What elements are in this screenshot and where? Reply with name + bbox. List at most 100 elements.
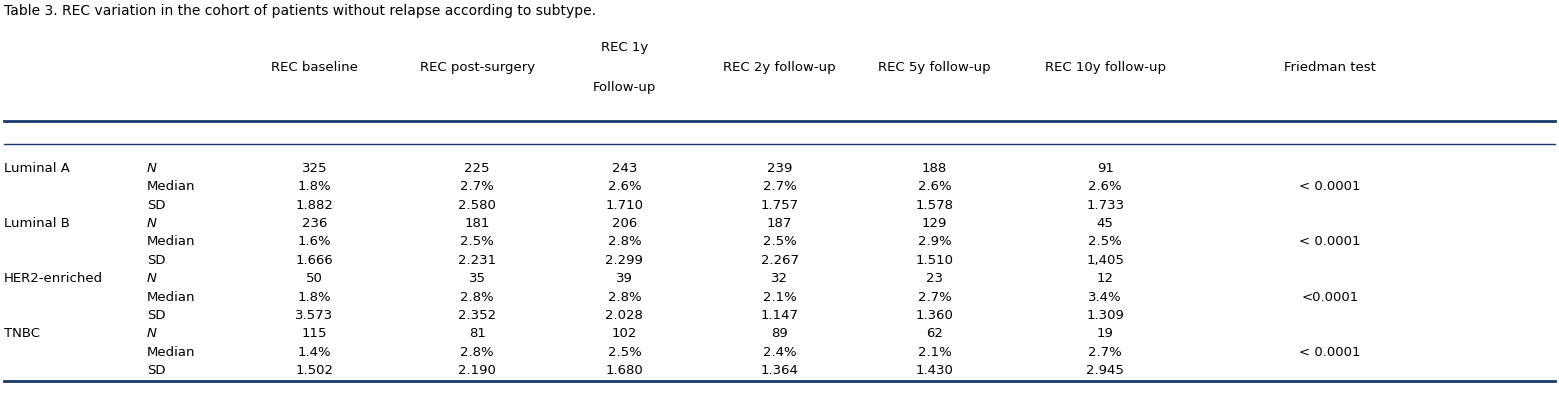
Text: 35: 35 [469, 272, 485, 285]
Text: 2.7%: 2.7% [918, 291, 951, 304]
Text: 239: 239 [767, 162, 792, 175]
Text: 1.364: 1.364 [761, 364, 798, 377]
Text: Luminal A: Luminal A [5, 162, 70, 175]
Text: 1.510: 1.510 [915, 254, 954, 267]
Text: 2.5%: 2.5% [460, 236, 494, 248]
Text: HER2-enriched: HER2-enriched [5, 272, 103, 285]
Text: 1.733: 1.733 [1087, 199, 1124, 212]
Text: 3.4%: 3.4% [1088, 291, 1122, 304]
Text: 1.680: 1.680 [605, 364, 644, 377]
Text: REC 10y follow-up: REC 10y follow-up [1045, 61, 1166, 74]
Text: 2.9%: 2.9% [918, 236, 951, 248]
Text: Table 3. REC variation in the cohort of patients without relapse according to su: Table 3. REC variation in the cohort of … [5, 4, 596, 17]
Text: 206: 206 [611, 217, 638, 230]
Text: 2.267: 2.267 [761, 254, 798, 267]
Text: < 0.0001: < 0.0001 [1299, 346, 1361, 359]
Text: 1.147: 1.147 [761, 309, 798, 322]
Text: N: N [147, 327, 157, 340]
Text: 1.578: 1.578 [915, 199, 954, 212]
Text: 81: 81 [469, 327, 485, 340]
Text: SD: SD [147, 364, 165, 377]
Text: 1.360: 1.360 [915, 309, 954, 322]
Text: REC 2y follow-up: REC 2y follow-up [723, 61, 836, 74]
Text: <0.0001: <0.0001 [1302, 291, 1358, 304]
Text: N: N [147, 272, 157, 285]
Text: 1.6%: 1.6% [298, 236, 331, 248]
Text: 243: 243 [611, 162, 638, 175]
Text: 115: 115 [301, 327, 327, 340]
Text: 2.1%: 2.1% [918, 346, 951, 359]
Text: 1,405: 1,405 [1087, 254, 1124, 267]
Text: 236: 236 [301, 217, 327, 230]
Text: REC 1y: REC 1y [600, 41, 649, 54]
Text: 1.4%: 1.4% [298, 346, 331, 359]
Text: REC post-surgery: REC post-surgery [419, 61, 535, 74]
Text: 1.502: 1.502 [295, 364, 334, 377]
Text: < 0.0001: < 0.0001 [1299, 180, 1361, 193]
Text: 1.882: 1.882 [295, 199, 334, 212]
Text: Median: Median [147, 346, 195, 359]
Text: 2.7%: 2.7% [460, 180, 494, 193]
Text: 39: 39 [616, 272, 633, 285]
Text: 2.5%: 2.5% [608, 346, 641, 359]
Text: Luminal B: Luminal B [5, 217, 70, 230]
Text: 32: 32 [772, 272, 787, 285]
Text: 129: 129 [921, 217, 948, 230]
Text: 1.8%: 1.8% [298, 291, 331, 304]
Text: 50: 50 [306, 272, 323, 285]
Text: Median: Median [147, 236, 195, 248]
Text: 102: 102 [611, 327, 638, 340]
Text: 2.352: 2.352 [458, 309, 496, 322]
Text: 2.945: 2.945 [1087, 364, 1124, 377]
Text: 12: 12 [1096, 272, 1113, 285]
Text: TNBC: TNBC [5, 327, 41, 340]
Text: 1.757: 1.757 [761, 199, 798, 212]
Text: N: N [147, 162, 157, 175]
Text: Friedman test: Friedman test [1285, 61, 1377, 74]
Text: 2.028: 2.028 [605, 309, 644, 322]
Text: REC baseline: REC baseline [271, 61, 357, 74]
Text: 2.5%: 2.5% [1088, 236, 1122, 248]
Text: Median: Median [147, 291, 195, 304]
Text: 2.4%: 2.4% [762, 346, 797, 359]
Text: 1.430: 1.430 [915, 364, 954, 377]
Text: 2.6%: 2.6% [1088, 180, 1122, 193]
Text: 188: 188 [921, 162, 948, 175]
Text: 2.231: 2.231 [458, 254, 496, 267]
Text: 2.190: 2.190 [458, 364, 496, 377]
Text: Median: Median [147, 180, 195, 193]
Text: 2.8%: 2.8% [460, 346, 494, 359]
Text: 181: 181 [465, 217, 490, 230]
Text: 325: 325 [301, 162, 327, 175]
Text: 45: 45 [1096, 217, 1113, 230]
Text: 23: 23 [926, 272, 943, 285]
Text: N: N [147, 217, 157, 230]
Text: 2.8%: 2.8% [460, 291, 494, 304]
Text: 187: 187 [767, 217, 792, 230]
Text: SD: SD [147, 254, 165, 267]
Text: 89: 89 [772, 327, 787, 340]
Text: REC 5y follow-up: REC 5y follow-up [878, 61, 992, 74]
Text: SD: SD [147, 199, 165, 212]
Text: 2.5%: 2.5% [762, 236, 797, 248]
Text: SD: SD [147, 309, 165, 322]
Text: 2.299: 2.299 [605, 254, 644, 267]
Text: Follow-up: Follow-up [592, 82, 656, 94]
Text: 2.7%: 2.7% [1088, 346, 1122, 359]
Text: 2.7%: 2.7% [762, 180, 797, 193]
Text: 3.573: 3.573 [295, 309, 334, 322]
Text: < 0.0001: < 0.0001 [1299, 236, 1361, 248]
Text: 2.6%: 2.6% [918, 180, 951, 193]
Text: 2.6%: 2.6% [608, 180, 641, 193]
Text: 91: 91 [1096, 162, 1113, 175]
Text: 19: 19 [1096, 327, 1113, 340]
Text: 1.309: 1.309 [1087, 309, 1124, 322]
Text: 2.8%: 2.8% [608, 291, 641, 304]
Text: 62: 62 [926, 327, 943, 340]
Text: 1.710: 1.710 [605, 199, 644, 212]
Text: 2.1%: 2.1% [762, 291, 797, 304]
Text: 1.8%: 1.8% [298, 180, 331, 193]
Text: 225: 225 [465, 162, 490, 175]
Text: 2.8%: 2.8% [608, 236, 641, 248]
Text: 1.666: 1.666 [295, 254, 334, 267]
